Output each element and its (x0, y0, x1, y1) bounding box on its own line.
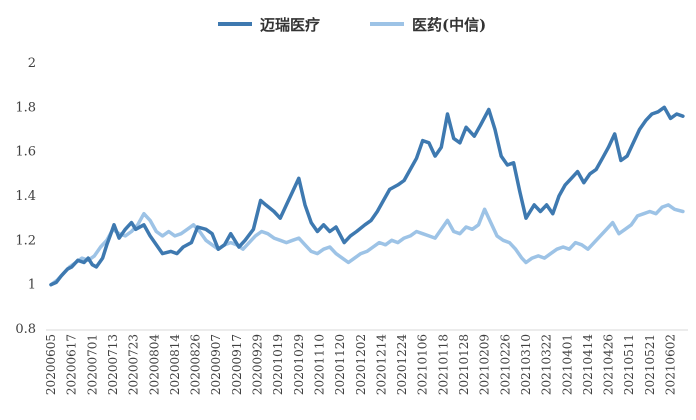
x-tick-label: 20201214 (374, 334, 388, 395)
x-tick-label: 20200617 (65, 334, 79, 395)
x-tick-label: 20200605 (44, 334, 58, 395)
y-axis: 0.8 1 1.2 1.4 1.6 1.8 2 (15, 56, 36, 337)
x-tick-label: 20210106 (416, 334, 430, 395)
x-tick-label: 20200701 (85, 334, 99, 395)
x-tick-label: 20210426 (602, 334, 616, 395)
x-tick-label: 20200929 (251, 334, 265, 395)
x-tick-label: 20201029 (292, 334, 306, 395)
y-tick-label: 1.8 (15, 100, 36, 115)
x-tick-label: 20210511 (622, 334, 636, 395)
x-tick-label: 20200723 (127, 334, 141, 395)
y-tick-label: 1.2 (15, 233, 36, 248)
x-tick-label: 20210414 (581, 334, 595, 395)
x-tick-label: 20210128 (457, 334, 471, 395)
x-tick-label: 20200804 (147, 334, 161, 395)
x-tick-label: 20200713 (106, 334, 120, 395)
x-tick-label: 20210602 (664, 334, 678, 395)
x-tick-label: 20200917 (230, 334, 244, 395)
y-tick-label: 1.6 (15, 145, 36, 160)
x-tick-label: 20210118 (436, 334, 450, 395)
x-tick-label: 20210226 (498, 334, 512, 395)
series-line-citic-pharma (51, 205, 683, 285)
x-tick-label: 20201224 (395, 334, 409, 395)
y-tick-label: 1.4 (15, 189, 36, 204)
x-tick-label: 20200907 (209, 334, 223, 395)
x-tick-label: 20210310 (519, 334, 533, 395)
y-tick-label: 1 (28, 278, 36, 293)
x-tick-label: 20210209 (478, 334, 492, 395)
x-tick-label: 20201019 (271, 334, 285, 395)
y-tick-label: 2 (28, 56, 36, 71)
x-tick-label: 20201120 (333, 334, 347, 395)
x-tick-label: 20210401 (560, 334, 574, 395)
x-tick-label: 20200814 (168, 334, 182, 395)
legend-label-citic-pharma: 医药(中信) (412, 16, 486, 34)
legend: 迈瑞医疗 医药(中信) (218, 16, 486, 34)
series-line-mindray (51, 107, 683, 284)
x-axis: 20200605 20200617 20200701 20200713 20200723… (44, 334, 678, 395)
x-tick-label: 20201110 (312, 334, 326, 395)
y-tick-label: 0.8 (15, 322, 36, 337)
x-tick-label: 20210322 (540, 334, 554, 395)
legend-label-mindray: 迈瑞医疗 (260, 16, 320, 34)
x-tick-label: 20201202 (354, 334, 368, 395)
series-layer (51, 107, 683, 284)
x-tick-label: 20210521 (643, 334, 657, 395)
x-tick-label: 20200826 (189, 334, 203, 395)
